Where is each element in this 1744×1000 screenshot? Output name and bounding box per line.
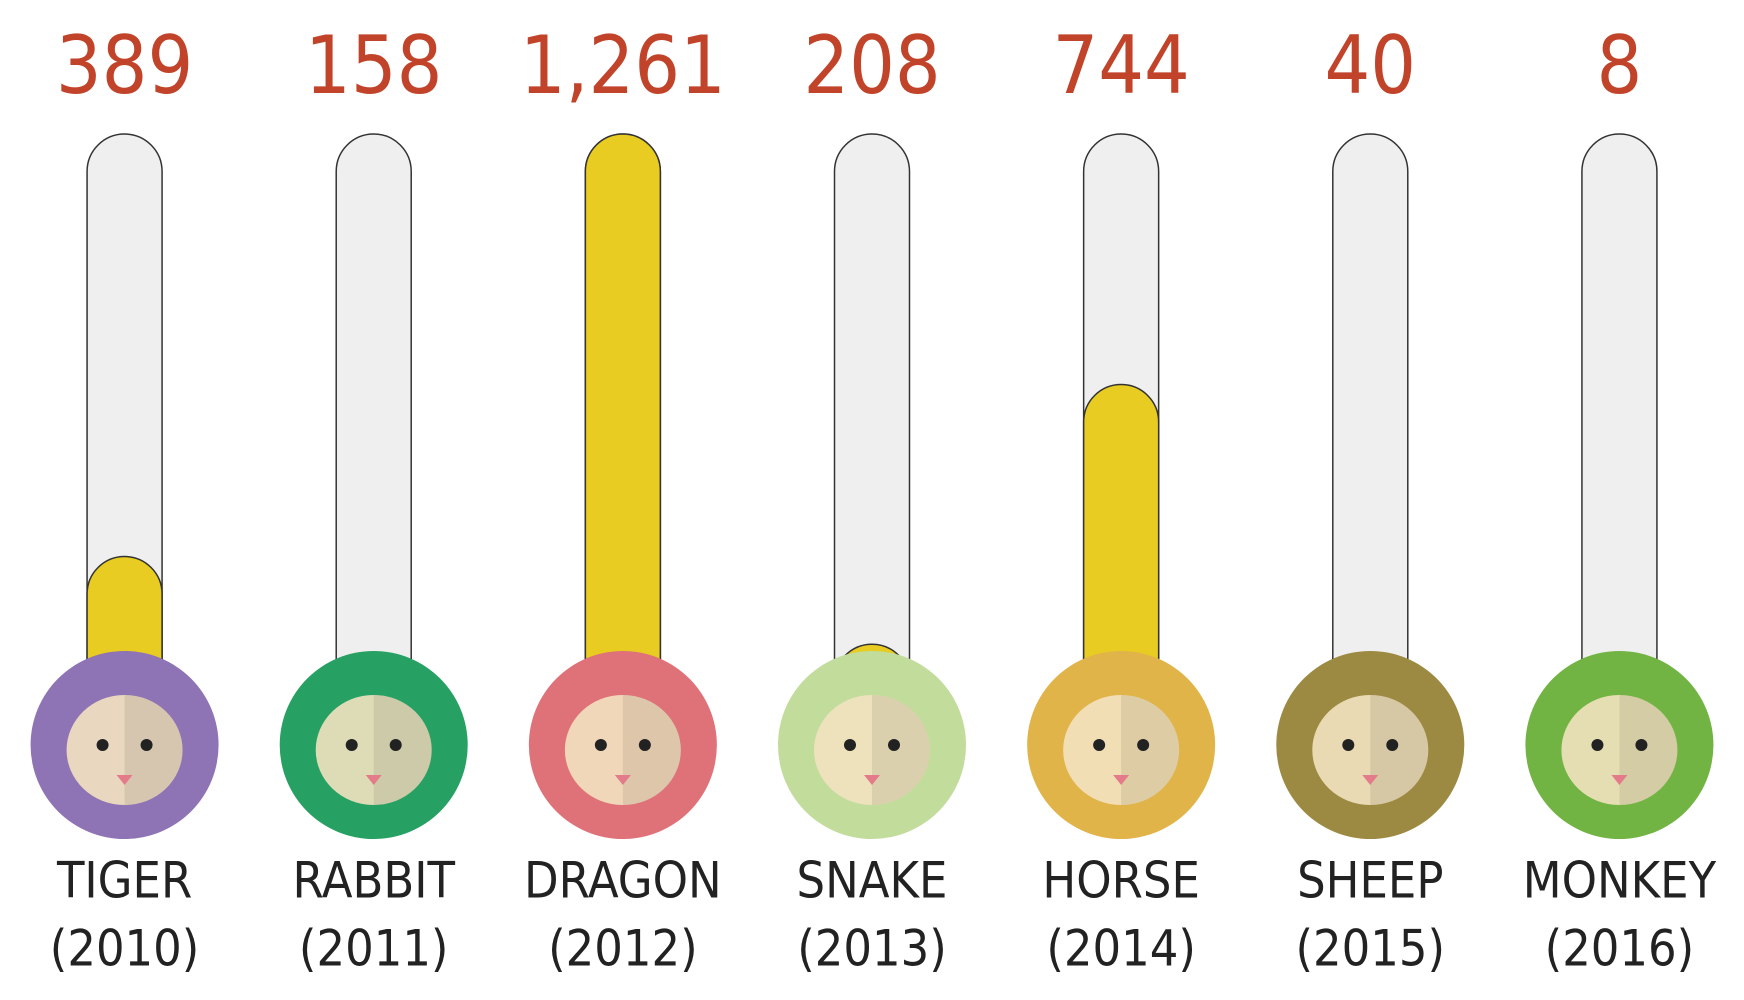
x-tick-label: DRAGON (524, 852, 722, 910)
icon-face-shade (124, 695, 183, 805)
icon-face (66, 695, 183, 805)
x-tick-sublabel: (2012) (548, 920, 698, 978)
x-tick-label: SHEEP (1297, 852, 1443, 910)
icon-eye (140, 739, 153, 751)
icon-face-shade (1619, 695, 1678, 805)
value-label: 208 (803, 19, 940, 112)
icon-eye (389, 739, 402, 751)
x-tick-sublabel: (2010) (50, 920, 200, 978)
icon-face (1063, 695, 1180, 805)
x-tick-sublabel: (2016) (1545, 920, 1695, 978)
x-tick-sublabel: (2013) (797, 920, 947, 978)
icon-eye (1591, 739, 1604, 751)
icon-nose (614, 775, 631, 785)
value-label: 8 (1597, 19, 1643, 112)
value-label: 40 (1325, 19, 1417, 112)
icon-nose (1611, 775, 1628, 785)
icon-eye (96, 739, 109, 751)
icon-face-shade (1370, 695, 1429, 805)
icon-nose (1362, 775, 1379, 785)
icon-eye (345, 739, 358, 751)
icon-eye (1635, 739, 1648, 751)
icon-eye (1342, 739, 1355, 751)
icon-eye (638, 739, 651, 751)
icon-nose (864, 775, 880, 785)
x-tick-sublabel: (2011) (299, 920, 449, 978)
icon-eye (594, 739, 607, 751)
icon-face (564, 695, 681, 805)
icon-face (315, 695, 432, 805)
icon-eye (844, 739, 856, 751)
x-tick-label: TIGER (56, 852, 192, 910)
x-tick-label: SNAKE (797, 852, 948, 910)
icon-face-shade (872, 695, 930, 805)
icon-face (1561, 695, 1678, 805)
icon-nose (116, 775, 133, 785)
icon-eye (1137, 739, 1150, 751)
x-tick-sublabel: (2015) (1296, 920, 1446, 978)
value-label: 158 (305, 19, 442, 112)
icon-face-shade (1121, 695, 1180, 805)
icon-face (814, 695, 930, 805)
x-tick-sublabel: (2014) (1046, 920, 1196, 978)
icon-nose (1113, 775, 1130, 785)
icon-eye (1093, 739, 1106, 751)
icon-eye (888, 739, 900, 751)
icon-nose (365, 775, 382, 785)
icon-eye (1386, 739, 1399, 751)
value-label: 389 (56, 19, 193, 112)
bar (584, 133, 662, 746)
value-label: 744 (1052, 19, 1189, 112)
value-label: 1,261 (520, 19, 726, 112)
icon-face (1312, 695, 1429, 805)
x-tick-label: MONKEY (1523, 852, 1717, 910)
icon-face-shade (373, 695, 432, 805)
x-tick-label: HORSE (1042, 852, 1199, 910)
icon-face-shade (622, 695, 681, 805)
x-tick-label: RABBIT (292, 852, 455, 910)
